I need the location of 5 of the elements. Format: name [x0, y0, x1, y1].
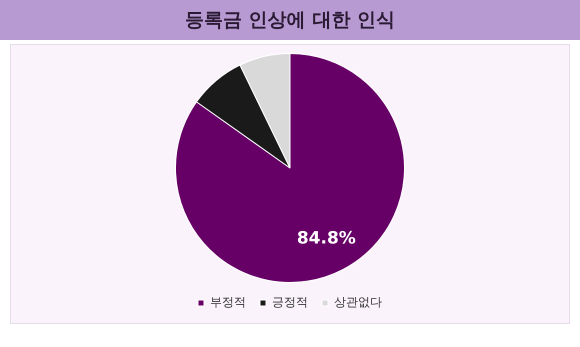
legend-label: 부정적	[210, 295, 246, 310]
data-label: 84.8%	[296, 228, 356, 248]
legend-label: 상관없다	[334, 295, 382, 310]
legend-label: 긍정적	[272, 295, 308, 310]
chart-title: 등록금 인상에 대한 인식	[0, 0, 580, 40]
